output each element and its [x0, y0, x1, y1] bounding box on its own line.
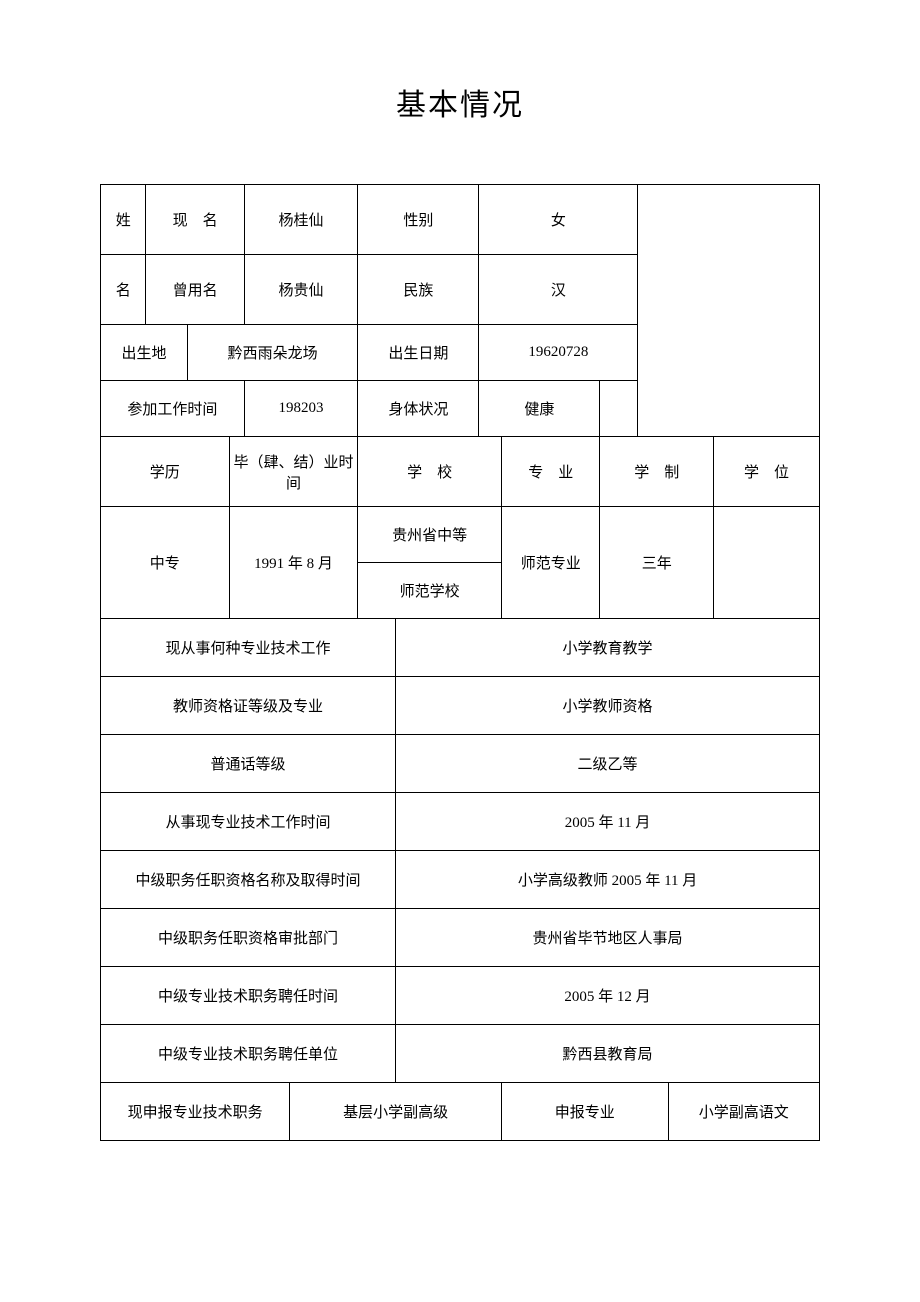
kv-value-3: 2005 年 11 月: [396, 793, 820, 851]
kv-value-7: 黔西县教育局: [396, 1025, 820, 1083]
kv-value-1: 小学教师资格: [396, 677, 820, 735]
ethnicity-label: 民族: [358, 255, 479, 325]
work-start-value: 198203: [244, 381, 358, 437]
kv-value-5: 贵州省毕节地区人事局: [396, 909, 820, 967]
current-name-value: 杨桂仙: [244, 185, 358, 255]
graduation-time-label: 毕（肆、结）业时间: [229, 437, 358, 507]
page-title: 基本情况: [100, 80, 820, 124]
birthplace-label: 出生地: [101, 325, 188, 381]
graduation-time-value: 1991 年 8 月: [229, 507, 358, 619]
education-label: 学历: [101, 437, 230, 507]
kv-value-0: 小学教育教学: [396, 619, 820, 677]
degree-label: 学 位: [713, 437, 819, 507]
empty-cell: [600, 381, 638, 437]
kv-label-2: 普通话等级: [101, 735, 396, 793]
former-name-label: 曾用名: [146, 255, 244, 325]
kv-value-2: 二级乙等: [396, 735, 820, 793]
name-label-top: 姓: [101, 185, 146, 255]
major-label: 专 业: [502, 437, 600, 507]
kv-label-1: 教师资格证等级及专业: [101, 677, 396, 735]
duration-label: 学 制: [600, 437, 714, 507]
apply-major-value: 小学副高语文: [668, 1083, 819, 1141]
health-label: 身体状况: [358, 381, 479, 437]
kv-label-5: 中级职务任职资格审批部门: [101, 909, 396, 967]
kv-value-4: 小学高级教师 2005 年 11 月: [396, 851, 820, 909]
current-name-label: 现 名: [146, 185, 244, 255]
kv-label-3: 从事现专业技术工作时间: [101, 793, 396, 851]
school-value-2: 师范学校: [358, 563, 502, 619]
school-value-1: 贵州省中等: [358, 507, 502, 563]
birthdate-label: 出生日期: [358, 325, 479, 381]
former-name-value: 杨贵仙: [244, 255, 358, 325]
kv-value-6: 2005 年 12 月: [396, 967, 820, 1025]
apply-position-value: 基层小学副高级: [290, 1083, 502, 1141]
gender-value: 女: [479, 185, 638, 255]
ethnicity-value: 汉: [479, 255, 638, 325]
kv-label-7: 中级专业技术职务聘任单位: [101, 1025, 396, 1083]
name-label-bottom: 名: [101, 255, 146, 325]
apply-position-label: 现申报专业技术职务: [101, 1083, 290, 1141]
duration-value: 三年: [600, 507, 714, 619]
kv-label-6: 中级专业技术职务聘任时间: [101, 967, 396, 1025]
photo-box: [638, 185, 820, 437]
school-label: 学 校: [358, 437, 502, 507]
basic-info-table: 姓 现 名 杨桂仙 性别 女 名 曾用名 杨贵仙 民族 汉 出生地 黔西雨朵龙场…: [100, 184, 820, 1141]
health-value: 健康: [479, 381, 600, 437]
degree-value: [713, 507, 819, 619]
birthplace-value: 黔西雨朵龙场: [188, 325, 358, 381]
kv-label-0: 现从事何种专业技术工作: [101, 619, 396, 677]
apply-major-label: 申报专业: [502, 1083, 668, 1141]
birthdate-value: 19620728: [479, 325, 638, 381]
major-value: 师范专业: [502, 507, 600, 619]
gender-label: 性别: [358, 185, 479, 255]
kv-label-4: 中级职务任职资格名称及取得时间: [101, 851, 396, 909]
work-start-label: 参加工作时间: [101, 381, 245, 437]
education-value: 中专: [101, 507, 230, 619]
